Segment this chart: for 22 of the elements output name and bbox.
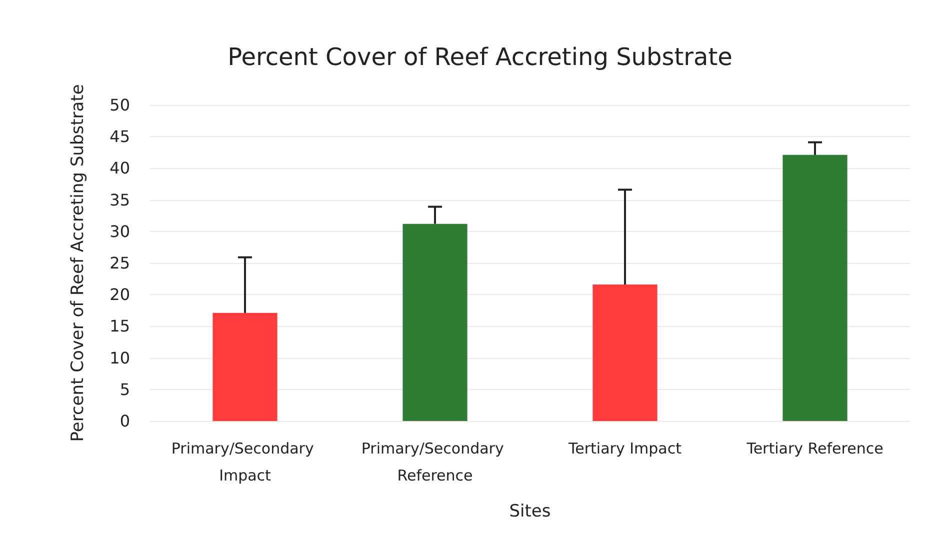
x-tick-label: Primary/Secondary Impact: [171, 440, 319, 484]
y-tick-label: 20: [110, 285, 130, 304]
x-tick-label: Tertiary Impact: [568, 440, 682, 458]
x-tick-label: Tertiary Reference: [746, 440, 884, 458]
y-tick-label: 0: [120, 412, 130, 430]
y-axis-title: Percent Cover of Reef Accreting Substrate: [68, 84, 88, 442]
bar: [782, 154, 848, 421]
y-tick-label: 30: [110, 222, 130, 241]
y-tick-label: 5: [120, 380, 130, 399]
chart-title: Percent Cover of Reef Accreting Substrate: [228, 43, 732, 71]
y-tick-label: 25: [110, 254, 130, 272]
y-tick-label: 50: [110, 96, 130, 114]
y-tick-label: 45: [110, 127, 130, 146]
bar: [402, 224, 468, 421]
x-tick-label: Primary/Secondary Reference: [361, 440, 509, 484]
x-axis-title: Sites: [509, 502, 551, 522]
y-tick-label: 10: [110, 348, 130, 368]
y-tick-label: 35: [110, 190, 130, 210]
bar: [592, 284, 658, 421]
bar: [212, 312, 278, 421]
y-tick-label: 40: [110, 158, 130, 178]
y-tick-label: 15: [110, 316, 130, 336]
